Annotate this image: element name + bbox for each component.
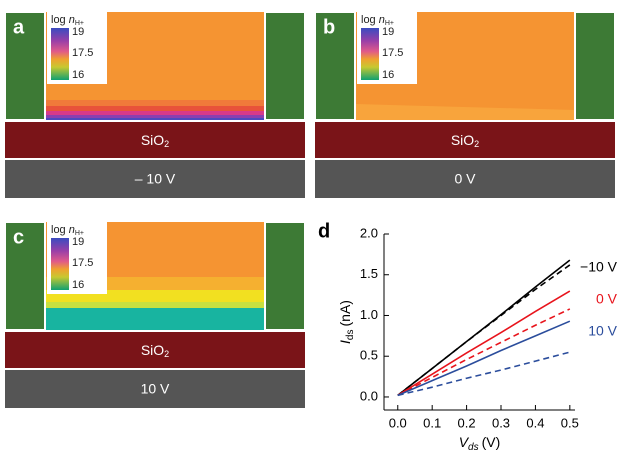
legend-tick: 17.5 [72,257,93,269]
data-line [398,309,570,395]
colorbar [361,28,379,80]
oxide-subscript: 2 [164,139,169,149]
oxide-subscript: 2 [474,139,479,149]
y-tick-label: 1.5 [360,266,378,281]
x-axis-label: Vds(V) [459,434,501,453]
legend-label: −10 V [580,259,618,275]
y-tick-label: 2.0 [360,225,378,240]
legend-label: 0 V [596,291,618,307]
x-tick-label: 0.1 [423,415,441,430]
legend-tick: 19 [72,236,84,248]
panel-label: a [13,16,25,38]
x-tick-label: 0.5 [561,415,579,430]
y-label-unit: (nA) [337,300,353,326]
x-label-unit: (V) [482,434,501,450]
oxide-text: SiO [141,132,164,148]
y-tick-label: 0.5 [360,348,378,363]
data-line [398,265,570,395]
legend-tick: 16 [72,69,84,81]
legend-tick: 17.5 [72,47,93,59]
legend-tick: 19 [382,26,394,38]
legend-tick: 19 [72,26,84,38]
y-axis-label: Ids(nA) [337,300,356,344]
legend-label: 10 V [588,323,617,339]
data-line [398,291,570,395]
x-label-subscript: ds [468,442,479,453]
density-band [45,118,265,120]
legend-tick: 16 [72,279,84,291]
gate-voltage: 0 V [454,171,476,187]
electrode [265,12,305,120]
y-tick-label: 0.0 [360,388,378,403]
panel-label: b [323,16,335,38]
electrode [5,12,45,120]
electrode [575,12,615,120]
legend-tick: 16 [382,69,394,81]
y-tick-label: 1.0 [360,307,378,322]
y-label-subscript: ds [345,330,356,341]
legend-log: log [51,224,66,236]
oxide-subscript: 2 [164,349,169,359]
x-tick-label: 0.0 [389,415,407,430]
density-band [45,308,265,330]
legend-log: log [51,14,66,26]
oxide-text: SiO [451,132,474,148]
electrode [5,222,45,330]
panel-label: d [318,220,330,242]
figure: alognH+1917.516SiO2– 10 VblognH+1917.516… [0,0,619,453]
colorbar [51,28,69,80]
colorbar [51,238,69,290]
electrode [265,222,305,330]
legend-log: log [361,14,376,26]
oxide-text: SiO [141,342,164,358]
gate-voltage: – 10 V [135,171,176,187]
x-tick-label: 0.4 [526,415,544,430]
legend-tick: 17.5 [382,47,403,59]
x-tick-label: 0.2 [458,415,476,430]
gate-voltage: 10 V [141,381,170,397]
panel-label: c [13,226,24,248]
x-tick-label: 0.3 [492,415,510,430]
